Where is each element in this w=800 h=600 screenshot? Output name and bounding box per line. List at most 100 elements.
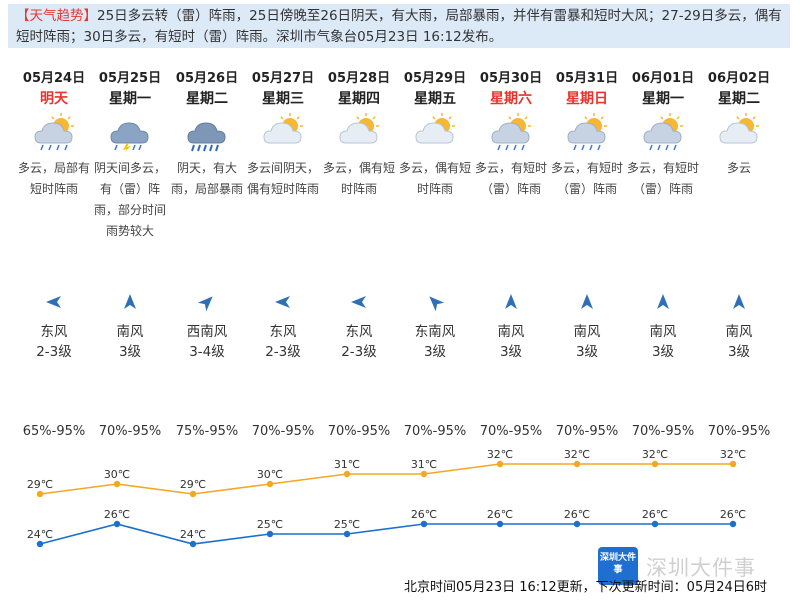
humidity-range: 70%-95% xyxy=(631,424,695,439)
high-temp-point xyxy=(651,460,659,468)
day-column: 05月31日 星期日 多云，有短时（雷）阵雨 南风 3级 xyxy=(549,70,625,362)
arrow-north-icon xyxy=(124,294,136,309)
partly-cloudy-icon xyxy=(415,113,455,144)
watermark-badge: 深圳大件事 xyxy=(598,547,638,585)
day-column: 05月26日 星期二 阴天，有大雨，局部暴雨 西南风 3-4级 xyxy=(169,70,245,362)
wind-level: 2-3级 xyxy=(341,344,377,360)
low-temp-point xyxy=(343,530,351,538)
day-date: 05月28日 xyxy=(327,71,391,86)
day-description: 阴天间多云，有（雷）阵雨，部分时间雨势较大 xyxy=(93,161,166,238)
day-date: 06月01日 xyxy=(631,71,695,86)
wind-level: 2-3级 xyxy=(265,344,301,360)
day-description: 多云间阴天，偶有短时阵雨 xyxy=(246,161,319,196)
high-temp-label: 32℃ xyxy=(720,448,746,461)
high-temp-point xyxy=(420,470,428,478)
day-weekday: 星期五 xyxy=(414,91,456,107)
high-temp-line xyxy=(39,463,733,495)
arrow-northwest-icon xyxy=(429,296,445,312)
wind-direction: 南风 xyxy=(116,324,144,340)
high-temp-label: 30℃ xyxy=(257,468,283,481)
wind-direction: 南风 xyxy=(725,324,753,340)
day-date: 05月29日 xyxy=(403,71,467,86)
humidity-range: 65%-95% xyxy=(22,424,86,439)
high-temp-point xyxy=(729,460,737,468)
low-temp-point xyxy=(729,520,737,528)
trend-tag: 【天气趋势】 xyxy=(16,8,97,24)
wind-level: 3级 xyxy=(727,344,751,360)
wind-direction: 东风 xyxy=(345,324,373,340)
watermark: 深圳大件事 深圳大件事 xyxy=(598,547,788,587)
day-weekday: 星期三 xyxy=(262,91,304,107)
high-temp-label: 32℃ xyxy=(487,448,513,461)
low-temp-point xyxy=(36,540,44,548)
wind-direction: 东风 xyxy=(40,324,68,340)
low-temp-label: 24℃ xyxy=(27,528,53,541)
humidity-range: 70%-95% xyxy=(555,424,619,439)
low-temp-point xyxy=(496,520,504,528)
wind-direction: 西南风 xyxy=(186,324,228,340)
day-column: 05月25日 星期一 阴天间多云，有（雷）阵雨，部分时间雨势较大 南风 3级 xyxy=(92,70,168,362)
cloudy-sun-rain-icon xyxy=(567,113,607,151)
day-description: 多云，有短时（雷）阵雨 xyxy=(550,161,623,196)
trend-text: 25日多云转（雷）阵雨，25日傍晚至26日阴天，有大雨，局部暴雨，并伴有雷暴和短… xyxy=(16,8,782,45)
high-temp-label: 32℃ xyxy=(642,448,668,461)
heavy-rain-icon xyxy=(187,122,226,152)
day-column: 06月02日 星期二 多云 南风 3级 xyxy=(701,70,777,362)
arrow-north-icon xyxy=(505,294,517,309)
arrow-north-icon xyxy=(657,294,669,309)
humidity-range: 70%-95% xyxy=(98,424,162,439)
day-weekday: 星期四 xyxy=(338,91,380,107)
day-description: 阴天，有大雨，局部暴雨 xyxy=(170,161,243,196)
day-weekday: 星期一 xyxy=(109,91,151,107)
day-date: 05月30日 xyxy=(479,71,543,86)
day-date: 05月24日 xyxy=(22,71,86,86)
partly-cloudy-icon xyxy=(719,113,759,144)
low-temp-label: 25℃ xyxy=(334,518,360,531)
low-temp-point xyxy=(189,540,197,548)
day-weekday: 明天 xyxy=(40,91,68,107)
arrow-west-icon xyxy=(275,296,290,308)
cloudy-sun-rain-icon xyxy=(34,113,74,151)
wind-direction: 南风 xyxy=(573,324,601,340)
high-temp-point xyxy=(36,490,44,498)
wind-direction: 东风 xyxy=(269,324,297,340)
thunder-rain-icon xyxy=(110,122,149,152)
humidity-range: 70%-95% xyxy=(327,424,391,439)
high-temp-point xyxy=(266,480,274,488)
day-column: 05月28日 星期四多云，偶有短时阵雨东风 2-3级 xyxy=(321,70,397,362)
day-description: 多云，有短时（雷）阵雨 xyxy=(626,161,699,196)
day-weekday: 星期二 xyxy=(718,91,760,107)
high-temp-label: 32℃ xyxy=(564,448,590,461)
high-temp-label: 29℃ xyxy=(27,478,53,491)
wind-level: 3级 xyxy=(651,344,675,360)
weather-trend-banner: 【天气趋势】25日多云转（雷）阵雨，25日傍晚至26日阴天，有大雨，局部暴雨，并… xyxy=(8,4,790,48)
cloudy-sun-rain-icon xyxy=(643,113,683,151)
cloudy-sun-rain-icon xyxy=(491,113,531,151)
day-column: 06月01日 星期一 多云，有短时（雷）阵雨 南风 3级 xyxy=(625,70,701,362)
high-temp-point xyxy=(496,460,504,468)
day-weekday: 星期一 xyxy=(642,91,684,107)
arrow-northeast-icon xyxy=(197,296,213,312)
day-date: 05月26日 xyxy=(175,71,239,86)
low-temp-label: 26℃ xyxy=(487,508,513,521)
low-temp-point xyxy=(573,520,581,528)
wind-level: 3-4级 xyxy=(189,344,225,360)
day-date: 05月25日 xyxy=(98,71,162,86)
low-temp-label: 24℃ xyxy=(180,528,206,541)
day-description: 多云 xyxy=(726,161,751,175)
wind-level: 3级 xyxy=(423,344,447,360)
day-description: 多云，局部有短时阵雨 xyxy=(17,161,90,196)
arrow-north-icon xyxy=(581,294,593,309)
high-temp-label: 29℃ xyxy=(180,478,206,491)
day-date: 05月27日 xyxy=(251,71,315,86)
day-description: 多云，偶有短时阵雨 xyxy=(322,161,395,196)
humidity-range: 70%-95% xyxy=(479,424,543,439)
wind-direction: 南风 xyxy=(497,324,525,340)
high-temp-point xyxy=(189,490,197,498)
day-column: 05月27日 星期三多云间阴天，偶有短时阵雨东风 2-3级 xyxy=(245,70,321,362)
forecast-days: 05月24日 明天 多云，局部有短时阵雨 东风 2-3级 05月25日 星期一 阴天间多云，有… xyxy=(0,70,800,410)
day-description: 多云，有短时（雷）阵雨 xyxy=(474,161,547,196)
day-weekday: 星期六 xyxy=(490,91,532,107)
low-temp-label: 25℃ xyxy=(257,518,283,531)
humidity-range: 70%-95% xyxy=(403,424,467,439)
